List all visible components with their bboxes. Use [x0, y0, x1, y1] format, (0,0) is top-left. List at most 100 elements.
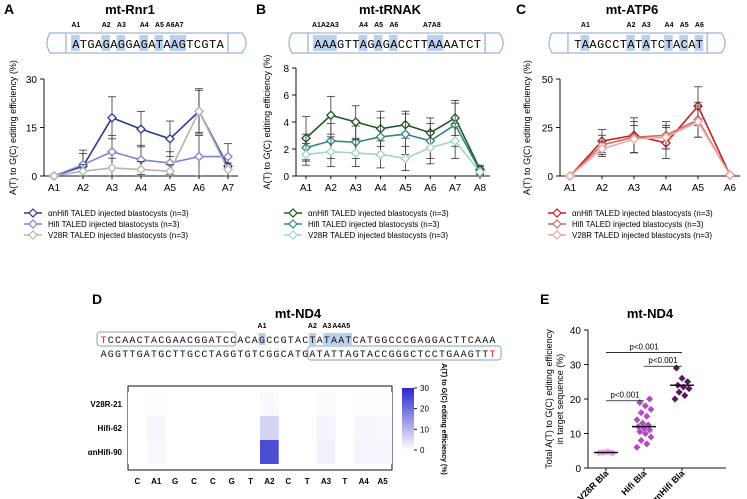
- b-x-tick-label: A5: [399, 183, 412, 194]
- a-seq-base: G: [125, 38, 132, 52]
- b-seq-cap-left: [288, 32, 309, 54]
- d-top-base: C: [273, 336, 279, 347]
- b-site-label: A5: [374, 22, 383, 29]
- b-series-line: [305, 114, 481, 170]
- d-bottom-base: G: [108, 350, 114, 361]
- d-top-base: A: [338, 336, 344, 347]
- d-top-base: C: [108, 336, 114, 347]
- c-seq-base: T: [665, 38, 672, 52]
- e-significance-label: p<0.001: [610, 391, 640, 400]
- c-y-label: A(T) to G(C) editing efficiency (%): [522, 60, 532, 195]
- a-seq-highlight: [71, 35, 80, 51]
- a-legend-label: αnHifi TALED injected blastocysts (n=3): [48, 209, 189, 218]
- d-heatmap-cell: [373, 416, 392, 440]
- d-heatmap-cell: [146, 440, 166, 464]
- c-seq-highlight: [641, 35, 650, 51]
- a-site-label: A3: [117, 22, 126, 29]
- d-bottom-base: G: [468, 350, 474, 361]
- c-seq-base: G: [597, 38, 604, 52]
- d-bottom-base: A: [288, 350, 294, 361]
- b-seq-base: A: [451, 38, 459, 52]
- e-y-label-line1: Total A(T) to G(C) editing efficiency: [544, 329, 554, 469]
- a-data-point: [165, 133, 175, 144]
- d-heatmap-cell: [222, 392, 242, 416]
- d-heatmap-cell: [222, 416, 242, 440]
- d-bottom-base: G: [187, 350, 193, 361]
- e-data-point: [671, 395, 679, 403]
- c-y-tick-label: 0: [547, 172, 553, 183]
- a-y-label: A(T) to G(C) editing efficiency (%): [8, 60, 18, 195]
- d-top-base: A: [295, 336, 301, 347]
- d-colorbar-tick-label: 0: [420, 446, 425, 455]
- d-top-base: A: [417, 336, 423, 347]
- b-data-point: [325, 110, 336, 121]
- c-y-tick-label: 50: [542, 75, 554, 86]
- c-legend-label: Hifi TALED injected blastocysts (n=3): [572, 220, 704, 229]
- e-y-tick-label: 20: [570, 395, 582, 406]
- e-data-point: [641, 402, 649, 410]
- a-data-point: [136, 124, 146, 135]
- b-series-line: [305, 123, 481, 171]
- d-heatmap-cell: [165, 440, 185, 464]
- d-heatmap-cell: [260, 392, 279, 416]
- a-seq-base: A: [163, 38, 171, 52]
- c-site-label: A5: [680, 22, 689, 29]
- d-top-base: A: [129, 336, 135, 347]
- d-top-base: C: [396, 336, 402, 347]
- d-column-label: C: [285, 477, 291, 486]
- e-y-tick-label: 40: [570, 326, 582, 337]
- d-bottom-base: T: [295, 350, 301, 361]
- panel-label-c: C: [516, 1, 526, 17]
- d-top-base: T: [144, 336, 150, 347]
- b-legend-marker: [288, 230, 298, 240]
- d-bottom-base: G: [266, 350, 272, 361]
- d-bottom-base: T: [417, 350, 423, 361]
- a-data-point: [223, 164, 233, 175]
- d-seq-highlight: [308, 333, 316, 345]
- b-seq-base: G: [383, 38, 390, 52]
- d-bottom-base: T: [360, 350, 366, 361]
- b-data-point: [475, 167, 485, 177]
- d-heatmap-cell: [335, 392, 355, 416]
- d-row-label: Hifi-62: [98, 424, 123, 433]
- a-site-label: A1: [71, 22, 80, 29]
- d-heatmap-cell: [203, 416, 223, 440]
- a-data-point: [223, 151, 233, 162]
- d-top-base: T: [367, 336, 373, 347]
- b-data-point: [400, 129, 411, 140]
- d-bottom-base: C: [432, 350, 438, 361]
- a-data-point: [107, 162, 117, 173]
- d-heatmap-cell: [184, 416, 204, 440]
- b-seq-highlight: [313, 35, 322, 51]
- d-top-base: C: [223, 336, 229, 347]
- d-heatmap-cell: [335, 440, 355, 464]
- b-seq-base: T: [345, 38, 352, 52]
- d-bottom-base: T: [475, 350, 481, 361]
- a-seq-base: A: [95, 38, 103, 52]
- e-data-point: [647, 433, 655, 441]
- d-row-label: αnHifi-90: [88, 448, 123, 457]
- d-top-base: T: [288, 336, 294, 347]
- d-heatmap-cell: [128, 416, 147, 440]
- c-seq-highlight: [580, 35, 590, 51]
- a-data-point: [107, 112, 117, 123]
- d-heatmap-cell: [241, 416, 260, 440]
- c-site-label: A4: [665, 22, 674, 29]
- b-data-point: [375, 149, 386, 160]
- b-data-point: [400, 153, 411, 164]
- c-seq-base: T: [574, 38, 581, 52]
- d-bottom-base: C: [194, 350, 200, 361]
- a-legend-label: V28R TALED injected blastocysts (n=3): [48, 231, 188, 240]
- d-top-base: A: [439, 336, 445, 347]
- d-bottom-base: T: [209, 350, 215, 361]
- a-x-tick-label: A3: [106, 183, 119, 194]
- a-seq-base: A: [110, 38, 118, 52]
- c-data-point: [597, 143, 607, 154]
- a-seq-highlight: [169, 35, 179, 51]
- d-heatmap-cell: [203, 440, 223, 464]
- b-y-tick-label: 8: [283, 64, 289, 75]
- c-seq-highlight: [694, 35, 704, 51]
- b-x-tick-label: A3: [350, 183, 363, 194]
- b-seq-highlight: [373, 35, 383, 51]
